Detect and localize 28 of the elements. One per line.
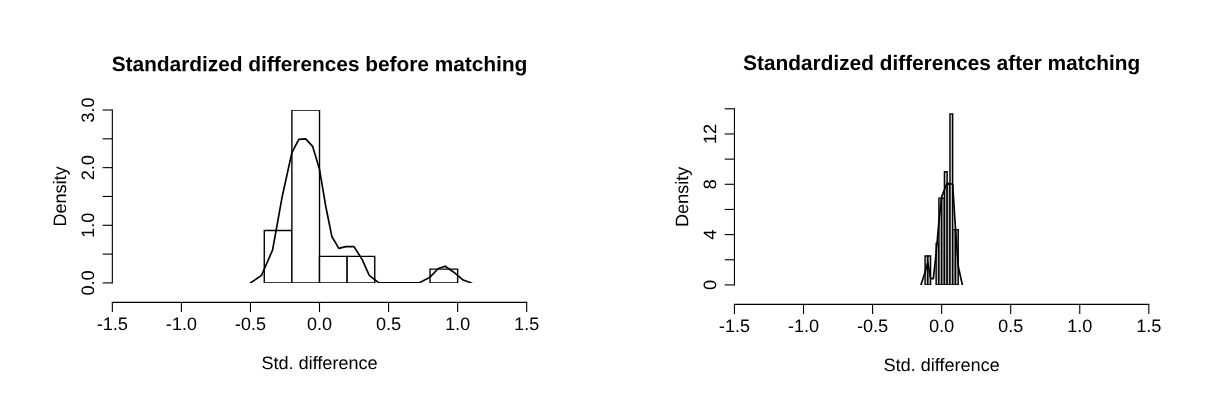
x-tick-label: 0.0	[929, 319, 954, 333]
y-tick-label: 3.0	[81, 98, 95, 122]
chart-title: Standardized differences after matching	[743, 54, 1139, 75]
chart-title: Standardized differences before matching	[112, 56, 526, 76]
x-tick-label: 1.0	[446, 317, 470, 331]
x-tick-label: 0.5	[998, 319, 1023, 333]
y-tick-label: 0.0	[81, 271, 95, 295]
y-tick-label: 8	[703, 180, 717, 189]
x-tick-label: 1.0	[1068, 319, 1092, 333]
x-tick-label: 0.0	[307, 317, 332, 331]
x-axis-title: Std. difference	[262, 355, 377, 370]
x-tick-label: -0.5	[857, 319, 888, 333]
y-tick-label: 1.0	[81, 213, 95, 237]
x-tick-label: 0.5	[376, 317, 401, 331]
x-tick-label: -1.5	[719, 319, 750, 333]
x-tick-label: -1.5	[97, 317, 128, 331]
y-axis-title: Density	[675, 166, 692, 226]
x-tick-label: 1.5	[515, 317, 539, 331]
y-axis-title: Density	[52, 166, 70, 226]
x-tick-label: 1.5	[1137, 319, 1161, 333]
y-tick-label: 0	[703, 280, 717, 290]
y-tick-label: 2.0	[81, 155, 95, 180]
y-tick-label: 12	[703, 124, 717, 143]
x-tick-label: -1.0	[166, 317, 197, 331]
x-tick-label: -0.5	[235, 317, 266, 331]
y-tick-label: 4	[703, 230, 717, 240]
x-tick-label: -1.0	[788, 319, 819, 333]
x-axis-title: Std. difference	[884, 358, 999, 372]
